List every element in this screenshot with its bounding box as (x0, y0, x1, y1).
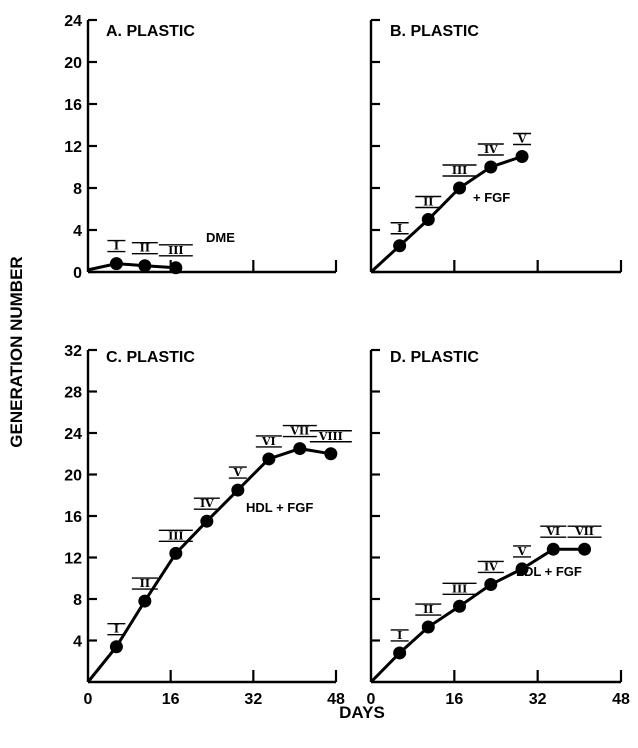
panel-c-point (324, 447, 338, 461)
panel-d-point (484, 577, 498, 591)
panel-a-annotation: DME (206, 230, 235, 245)
panel-d-point-label: II (423, 603, 433, 616)
panel-b-point (484, 160, 498, 174)
panel-c-y-tick-label: 28 (64, 385, 82, 402)
panel-c-series-line (86, 447, 332, 683)
panel-c-point-label: I (114, 623, 119, 636)
panel-c-point-label: II (140, 577, 150, 590)
panel-a-point-label: I (114, 240, 119, 253)
panel-b-point-label: V (517, 133, 527, 146)
panel-c-point-label: VI (261, 435, 276, 448)
panel-a-y-tick-label: 16 (64, 97, 82, 114)
panel-a-point (109, 257, 123, 271)
panel-d-point (421, 620, 435, 634)
panel-c-y-tick-label: 20 (64, 468, 82, 485)
panel-c-point (262, 452, 276, 466)
panel-a-y-tick-label: 8 (73, 181, 82, 198)
panel-b-point-label: III (452, 164, 467, 177)
panel-c-annotation: HDL + FGF (246, 500, 313, 515)
panel-d-title: D. PLASTIC (390, 349, 479, 366)
panel-b-annotation: + FGF (473, 190, 510, 205)
panel-c-point-label: IV (200, 497, 214, 510)
panel-c-y-tick-label: 12 (64, 551, 82, 568)
panel-d-x-tick-label: 0 (367, 691, 376, 708)
panel-c-point (231, 483, 245, 497)
panel-c-x-tick-label: 32 (244, 691, 262, 708)
panel-d-point-label: VII (574, 525, 594, 538)
panel-c-point (200, 514, 214, 528)
panel-a-point (138, 259, 152, 273)
panel-c-y-tick-label: 4 (73, 634, 82, 651)
panel-d-x-tick-label: 16 (445, 691, 463, 708)
panel-d-point (515, 562, 529, 576)
panel-a-y-tick-label: 4 (73, 223, 82, 240)
x-axis-title: DAYS (339, 703, 385, 722)
panel-d-point-label: III (452, 582, 467, 595)
panel-c-point (109, 640, 123, 654)
panel-b-series-line (369, 155, 523, 274)
panel-d-point (453, 599, 467, 613)
panel-a-point-label: III (168, 244, 183, 257)
panel-a-y-tick-label: 20 (64, 55, 82, 72)
panel-d-point (393, 646, 407, 660)
panel-a-series-line (87, 262, 176, 272)
panel-a-y-tick-label: 0 (73, 265, 82, 282)
panel-c-point-label: III (168, 529, 183, 542)
panel-c-point (293, 442, 307, 456)
panel-c-point (138, 594, 152, 608)
panel-d-annotation: LDL + FGF (516, 564, 582, 579)
panel-b-point-label: IV (484, 143, 498, 156)
panel-c-y-tick-label: 24 (64, 426, 82, 443)
panel-c-y-tick-label: 32 (64, 343, 82, 360)
panel-d-point (546, 542, 560, 556)
panel-c-x-tick-label: 48 (327, 691, 345, 708)
panel-d-point-label: VI (545, 525, 560, 538)
panel-c-y-tick-label: 16 (64, 509, 82, 526)
panel-a-title: A. PLASTIC (106, 23, 195, 40)
panel-b-point (453, 181, 467, 195)
panel-d-point-label: I (397, 629, 402, 642)
panel-b-point-label: I (397, 222, 402, 235)
panel-b-point-label: II (423, 196, 433, 209)
panel-c-title: C. PLASTIC (106, 349, 195, 366)
panel-c-x-tick-label: 0 (84, 691, 93, 708)
panel-c-x-tick-label: 16 (162, 691, 180, 708)
panel-d-point (578, 542, 592, 556)
panel-d-point-label: IV (484, 560, 498, 573)
panel-c-point-label: VIII (318, 430, 343, 443)
panel-c-point (169, 546, 183, 560)
panel-a-y-tick-label: 12 (64, 139, 82, 156)
panel-a-y-tick-label: 24 (64, 13, 82, 30)
panel-b-title: B. PLASTIC (390, 23, 479, 40)
panel-d-point-label: V (517, 545, 527, 558)
panel-a-point (169, 261, 183, 275)
panel-c-y-tick-label: 8 (73, 592, 82, 609)
panel-c-point-label: V (233, 466, 243, 479)
panel-b-point (393, 239, 407, 253)
y-axis-title: GENERATION NUMBER (7, 256, 26, 447)
panel-d-x-tick-label: 48 (612, 691, 630, 708)
panel-c-point-label: VII (289, 425, 309, 438)
panel-b-point (515, 150, 529, 163)
panel-b-point (421, 213, 435, 226)
panel-d-x-tick-label: 32 (529, 691, 547, 708)
panel-a-point-label: II (140, 242, 150, 255)
